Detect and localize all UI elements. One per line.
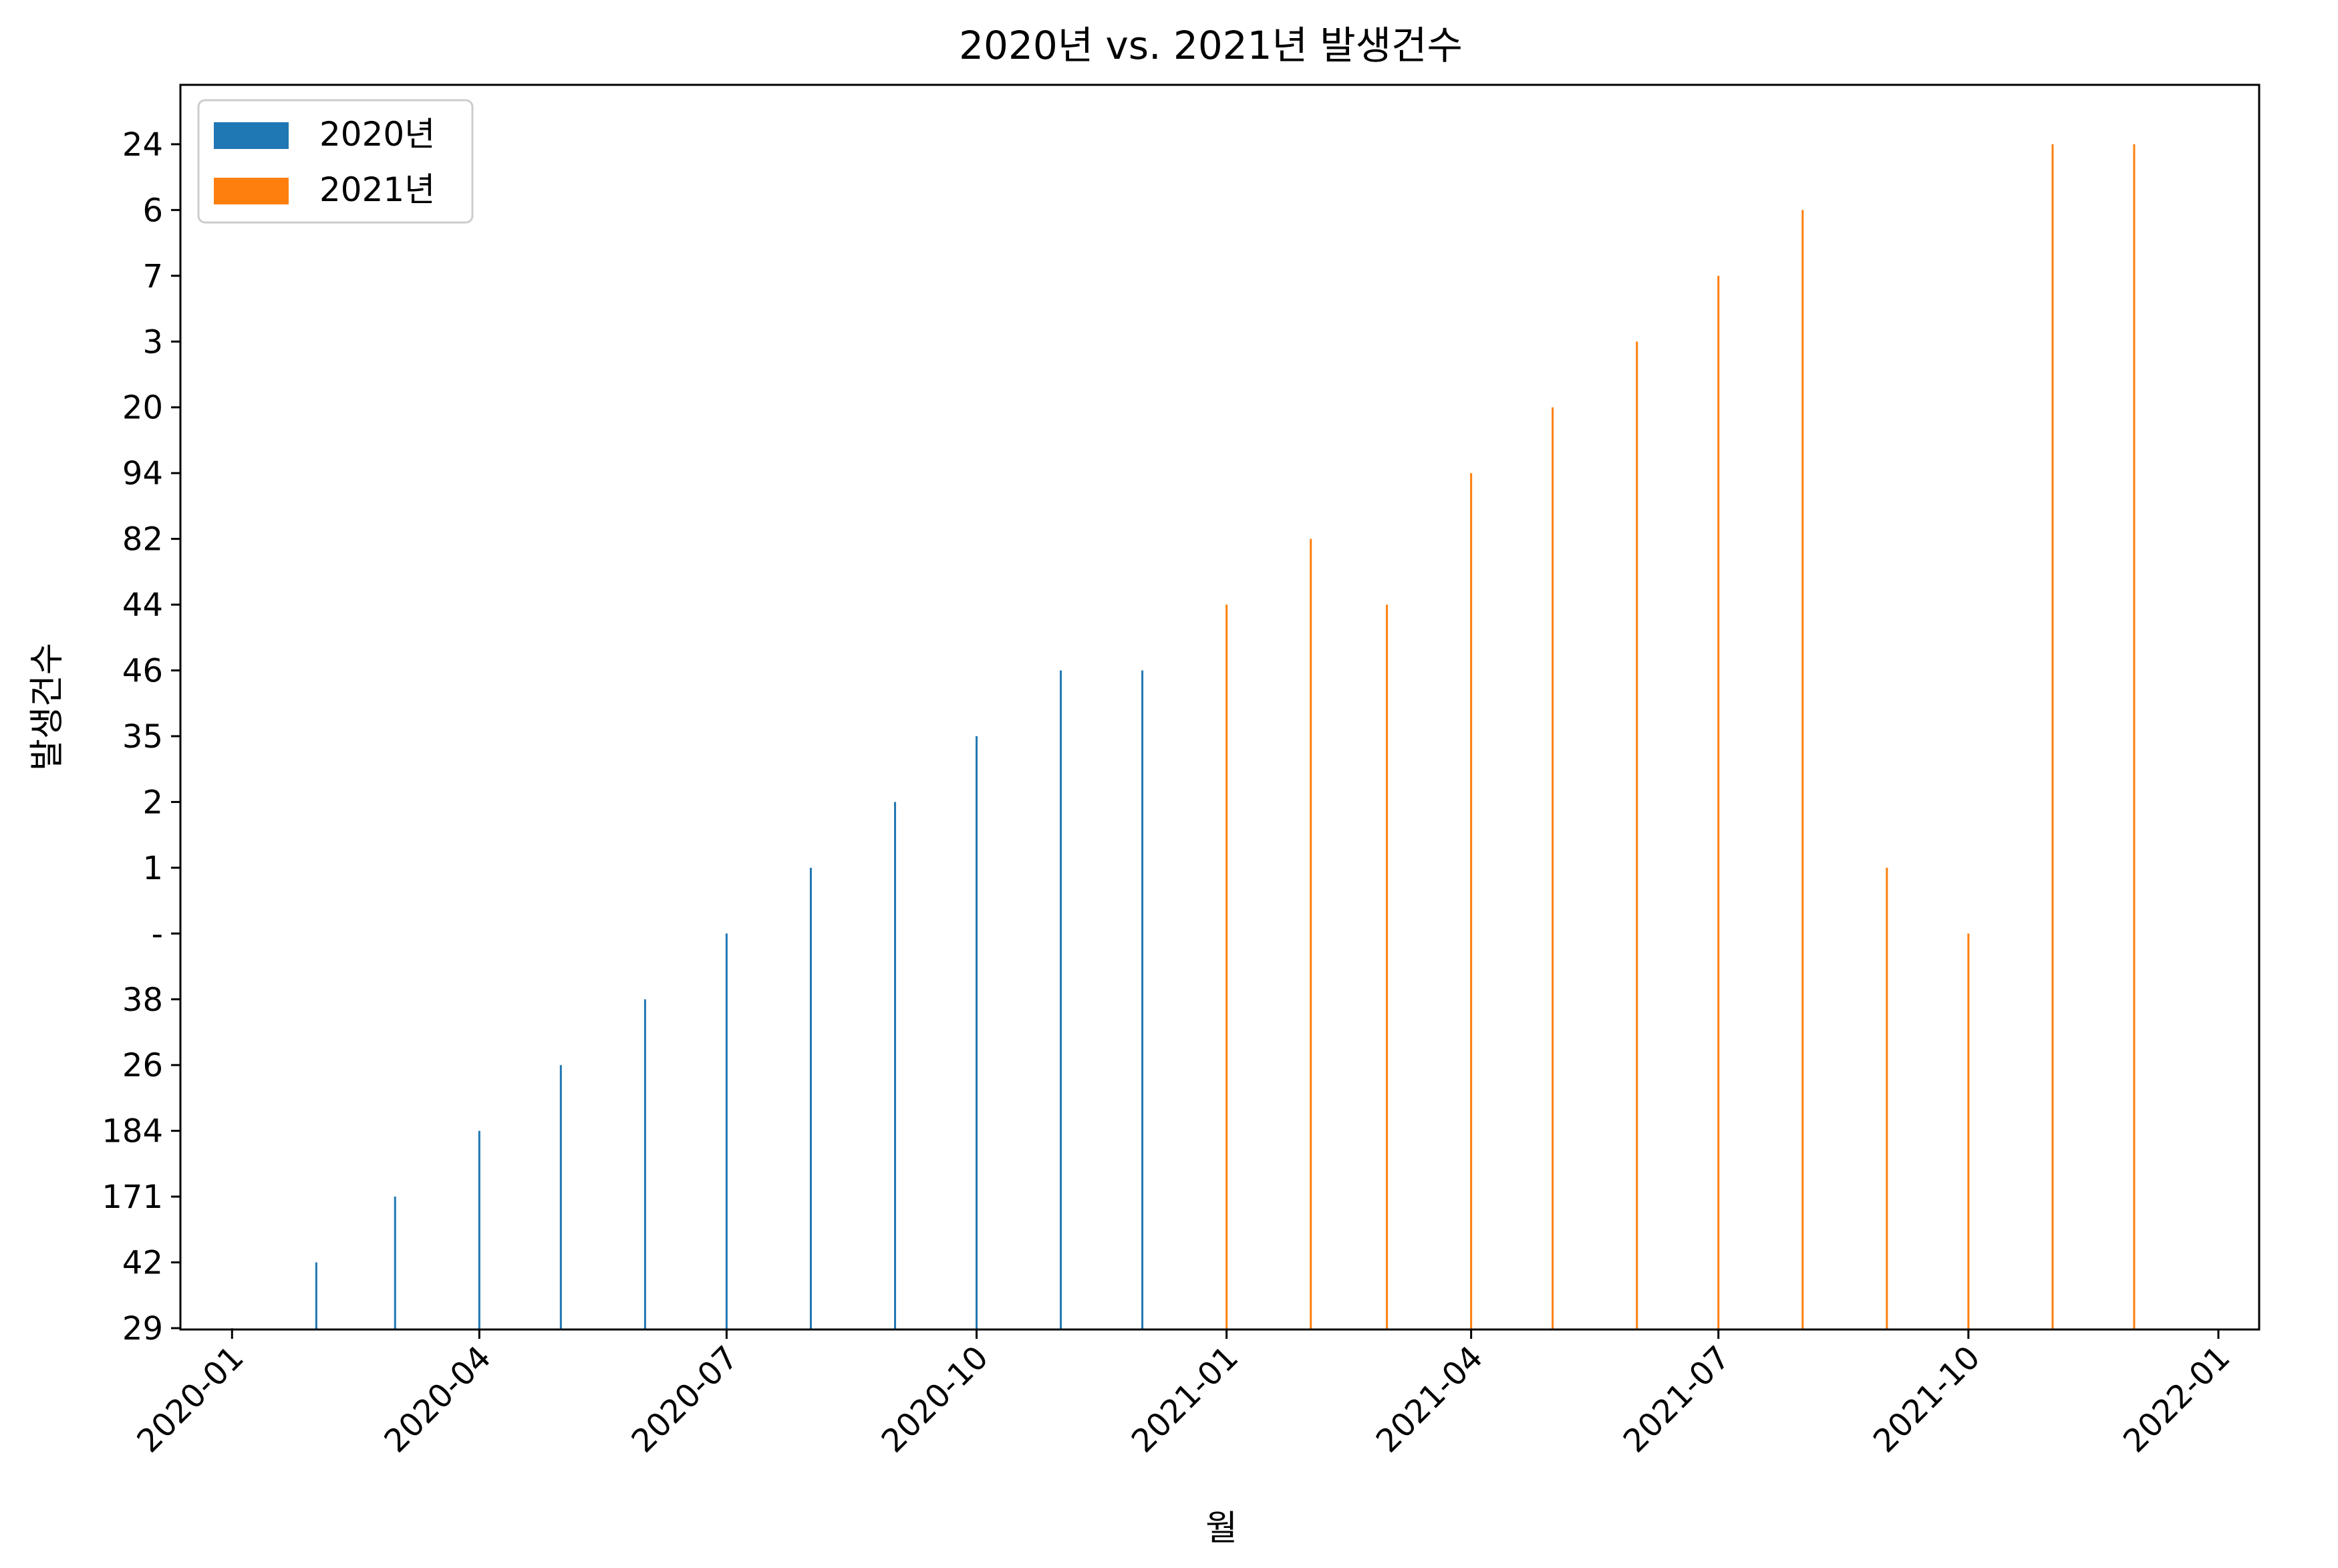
bar-2021 xyxy=(1386,605,1389,1329)
y-tick-label: 38 xyxy=(122,981,163,1019)
legend-swatch-2020 xyxy=(214,122,289,149)
bar-2021 xyxy=(1470,473,1473,1329)
bar-2020 xyxy=(725,933,728,1329)
x-axis-label: 월 xyxy=(1205,1509,1237,1549)
bar-2020 xyxy=(643,999,646,1329)
legend-swatch-2021 xyxy=(214,178,289,204)
bar-2020 xyxy=(976,736,978,1329)
plot-frame xyxy=(179,84,2260,1331)
y-tick-label: 42 xyxy=(122,1245,163,1282)
bar-2021 xyxy=(1967,933,1970,1329)
bar-2020 xyxy=(1060,670,1062,1329)
bar-2020 xyxy=(559,1065,562,1329)
bar-2021 xyxy=(2133,144,2136,1329)
bar-2020 xyxy=(394,1197,396,1329)
y-tick-label: 184 xyxy=(102,1113,163,1150)
y-tick-label: 26 xyxy=(122,1047,163,1084)
legend: 2020년 2021년 xyxy=(197,99,474,224)
bar-2021 xyxy=(1225,605,1228,1329)
y-tick-label: 171 xyxy=(102,1179,163,1216)
y-tick-label: 35 xyxy=(122,718,163,756)
y-axis-label: 발생건수 xyxy=(27,643,67,770)
bar-2020 xyxy=(809,867,812,1329)
y-tick-label: 7 xyxy=(142,258,163,295)
bar-2021 xyxy=(1717,275,1720,1329)
y-tick-label: 20 xyxy=(122,389,163,427)
bar-2021 xyxy=(1801,210,1804,1330)
y-axis: 29 42 171 184 26 38 - 1 2 35 46 44 82 94 20 3 7 6 24 xyxy=(102,126,180,1348)
y-tick-label: 6 xyxy=(142,192,163,229)
y-tick-label: - xyxy=(152,915,163,953)
bar-2021 xyxy=(1310,538,1312,1329)
bar-2021 xyxy=(1552,407,1554,1330)
bars-layer xyxy=(231,144,2136,1330)
chart-title: 2020년 vs. 2021년 발생건수 xyxy=(959,23,1463,68)
legend-label-2020: 2020년 xyxy=(319,115,435,154)
legend-label-2021: 2021년 xyxy=(319,170,435,209)
y-tick-label: 2 xyxy=(142,784,163,821)
y-tick-label: 94 xyxy=(122,455,163,492)
bar-2020 xyxy=(315,1262,317,1329)
y-tick-label: 24 xyxy=(122,126,163,164)
y-tick-label: 44 xyxy=(122,587,163,624)
bar-2020 xyxy=(1141,670,1144,1329)
bar-2020 xyxy=(894,802,897,1329)
bar-2021 xyxy=(2051,144,2054,1329)
bar-2020 xyxy=(478,1130,480,1329)
y-tick-label: 82 xyxy=(122,521,163,559)
bar-2021 xyxy=(1886,867,1888,1329)
bar-2021 xyxy=(1636,341,1638,1329)
y-tick-label: 29 xyxy=(122,1310,163,1348)
y-tick-label: 46 xyxy=(122,653,163,690)
y-tick-label: 1 xyxy=(142,850,163,887)
y-tick-label: 3 xyxy=(142,323,163,361)
